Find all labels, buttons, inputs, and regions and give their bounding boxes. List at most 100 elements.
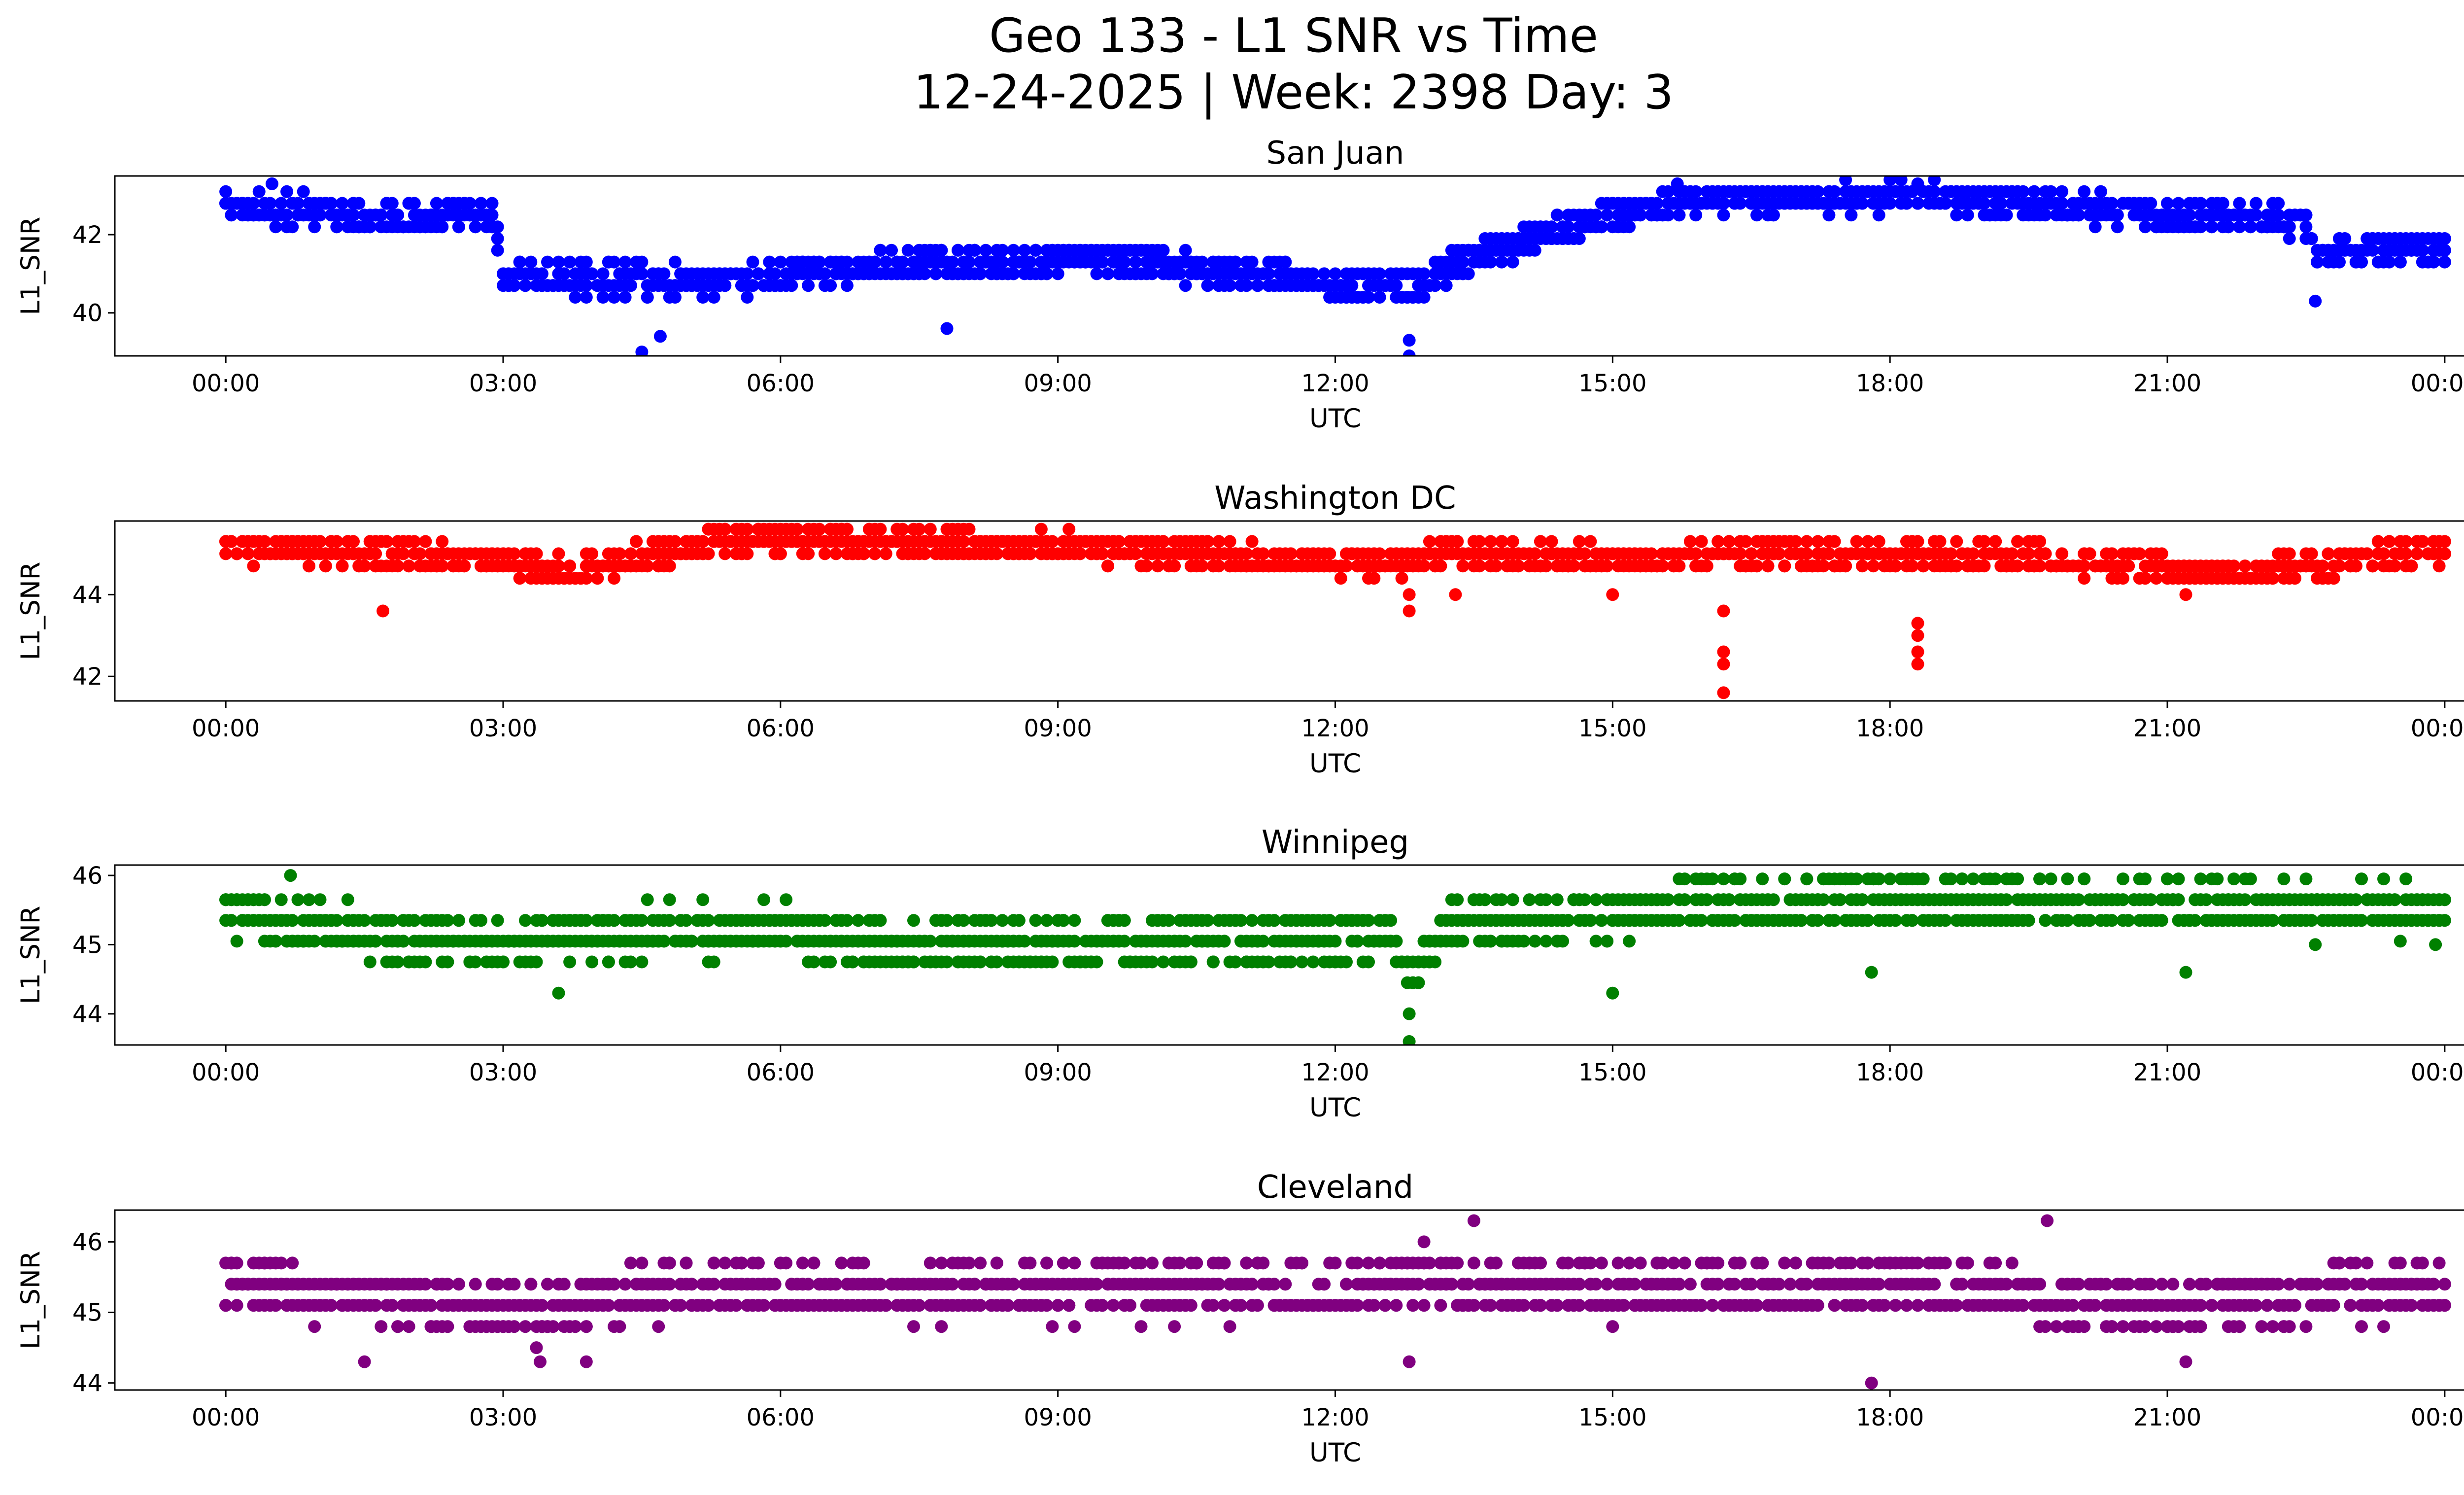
x-tick-label: 00:00 <box>192 1059 260 1086</box>
data-point <box>940 955 954 969</box>
data-point <box>2394 935 2407 948</box>
data-point <box>1573 535 1586 548</box>
data-point <box>1007 1278 1020 1291</box>
data-point <box>347 535 360 548</box>
data-point <box>874 1278 887 1291</box>
data-point <box>1201 535 1214 548</box>
data-point <box>757 1299 770 1312</box>
data-point <box>613 547 626 560</box>
data-point <box>1928 185 1941 198</box>
y-axis-label: L1_SNR <box>16 906 46 1005</box>
outlier-point <box>284 869 297 882</box>
data-point <box>2238 893 2252 906</box>
data-point <box>874 914 887 927</box>
data-point <box>436 535 449 548</box>
data-point <box>452 914 465 927</box>
data-point <box>913 1299 926 1312</box>
data-point <box>591 572 604 585</box>
data-point <box>1906 559 1919 573</box>
data-point <box>1800 535 1814 548</box>
data-point <box>857 547 870 560</box>
data-point <box>308 220 321 234</box>
data-point <box>1601 209 1614 222</box>
data-point <box>2039 914 2052 927</box>
data-point <box>303 893 315 906</box>
data-point <box>1512 559 1525 573</box>
data-point <box>330 535 343 548</box>
data-point <box>2055 185 2069 198</box>
data-point <box>1024 255 1037 269</box>
data-point <box>1634 209 1647 222</box>
data-point <box>641 559 654 573</box>
data-point <box>719 547 732 560</box>
data-point <box>1456 255 1470 269</box>
data-point <box>2283 232 2296 245</box>
data-point <box>1057 914 1070 927</box>
data-point <box>274 197 288 210</box>
data-point <box>508 1320 521 1333</box>
x-tick-label: 09:00 <box>1024 370 1092 397</box>
data-point <box>685 935 698 948</box>
data-point <box>1251 1299 1264 1312</box>
y-tick-label: 42 <box>72 221 103 249</box>
data-point <box>308 1320 321 1333</box>
outlier-point <box>1403 334 1416 347</box>
outlier-point <box>2429 938 2442 951</box>
data-point <box>1417 267 1431 280</box>
data-point <box>1362 955 1375 969</box>
data-point <box>580 914 593 927</box>
data-point <box>618 1278 632 1291</box>
x-tick-label: 21:00 <box>2133 715 2201 742</box>
data-point <box>1540 559 1553 573</box>
data-point <box>1157 243 1170 257</box>
data-point <box>668 291 682 304</box>
data-point <box>1850 872 1863 886</box>
data-point <box>530 547 543 560</box>
data-point <box>707 291 720 304</box>
data-point <box>2088 220 2102 234</box>
data-point <box>940 914 954 927</box>
data-point <box>1429 279 1442 292</box>
data-point <box>1090 955 1103 969</box>
outlier-point <box>1911 617 1924 630</box>
data-point <box>2233 197 2246 210</box>
data-point <box>602 1299 615 1312</box>
data-point <box>1855 559 1869 573</box>
data-point <box>413 547 427 560</box>
data-point <box>258 535 271 548</box>
data-point <box>857 1256 870 1270</box>
data-point <box>1434 559 1447 573</box>
data-point <box>1711 535 1725 548</box>
outlier-point <box>2179 966 2192 979</box>
outlier-point <box>1911 177 1924 190</box>
data-point <box>1883 872 1897 886</box>
data-point <box>2383 535 2396 548</box>
data-point <box>408 914 421 927</box>
data-point <box>402 559 415 573</box>
data-point <box>1157 955 1170 969</box>
data-point <box>2399 872 2413 886</box>
outlier-point <box>1403 349 1416 356</box>
data-point <box>1689 209 1703 222</box>
data-point <box>635 1256 649 1270</box>
data-point <box>2205 220 2219 234</box>
data-point <box>1906 914 1919 927</box>
data-point <box>475 197 487 210</box>
data-point <box>1284 547 1298 560</box>
data-point <box>1368 572 1381 585</box>
data-point <box>835 1256 848 1270</box>
data-point <box>1262 267 1275 280</box>
data-point <box>829 547 843 560</box>
data-point <box>2355 255 2368 269</box>
data-point <box>2377 547 2390 560</box>
data-point <box>2233 220 2246 234</box>
data-point <box>2044 185 2057 198</box>
data-point <box>519 914 532 927</box>
data-point <box>2117 893 2129 906</box>
x-tick-label: 21:00 <box>2133 1059 2201 1086</box>
data-point <box>1068 1256 1081 1270</box>
data-point <box>408 535 421 548</box>
data-point <box>1861 914 1875 927</box>
